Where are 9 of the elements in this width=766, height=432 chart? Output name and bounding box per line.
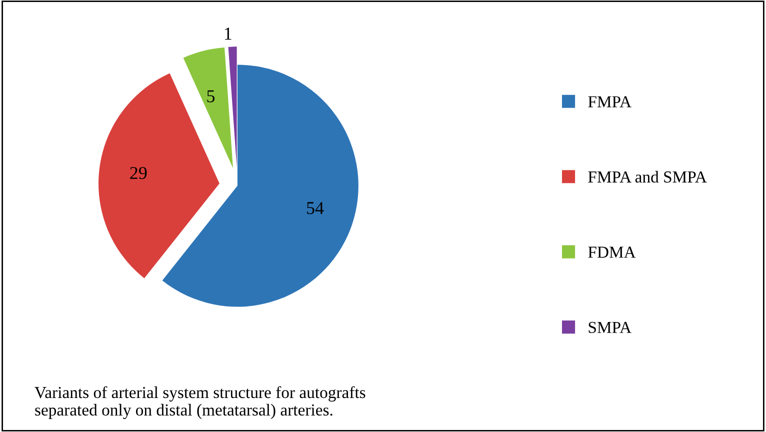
- data-label: 5: [207, 90, 215, 102]
- data-label: 54: [307, 202, 324, 214]
- data-label: 29: [130, 166, 147, 180]
- data-label: 1: [224, 28, 232, 40]
- legend-label: FDMA: [588, 246, 636, 258]
- text: Variants of arterial system structure for autografts separated only on distal (metatarsal) arteries.: [34, 386, 366, 420]
- legend-label: FMPA: [588, 96, 632, 108]
- legend-label: FMPA and SMPA: [588, 170, 707, 183]
- legend-label: SMPA: [588, 322, 632, 334]
